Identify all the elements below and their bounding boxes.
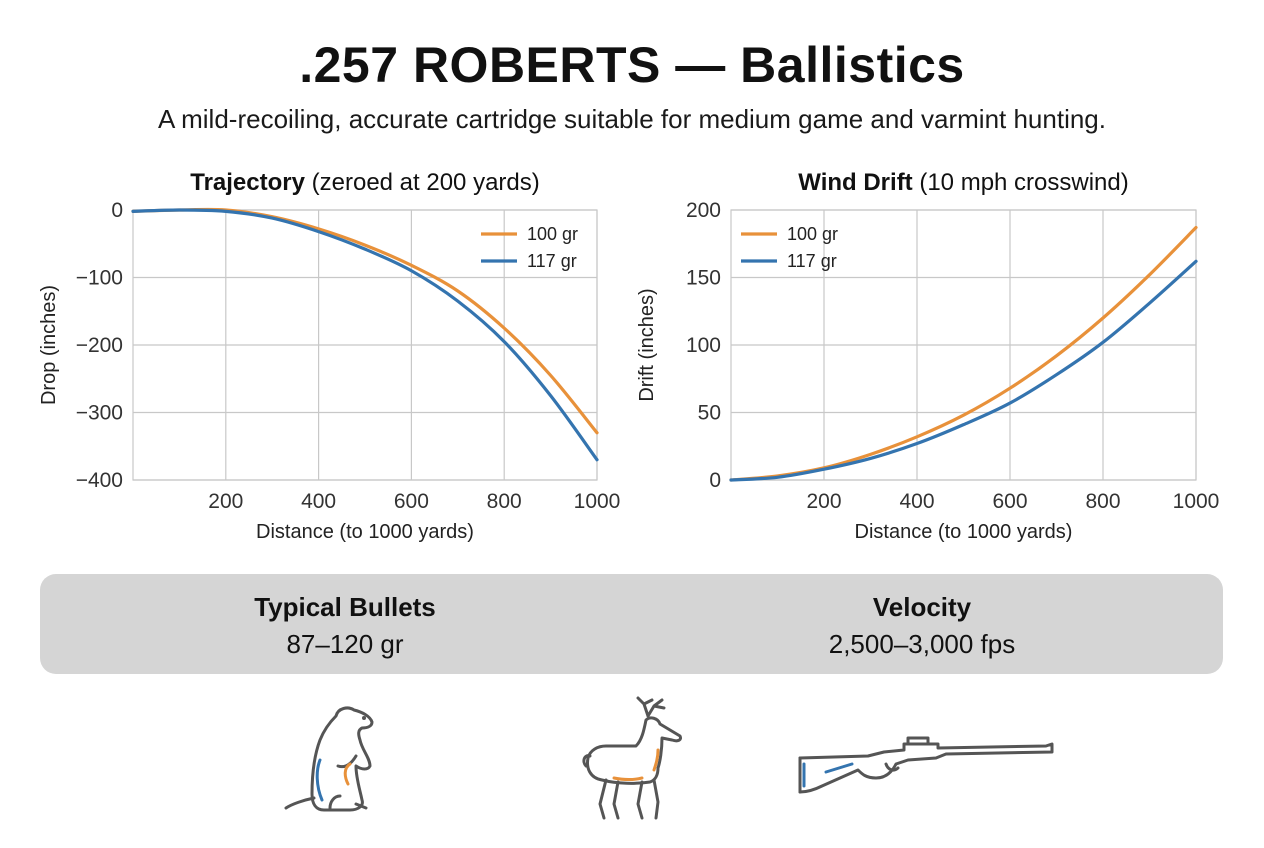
series-line-117-gr (131, 208, 599, 462)
velocity-block: Velocity 2,500–3,000 fps (722, 592, 1122, 660)
page-title: .257 ROBERTS — Ballistics (299, 37, 965, 93)
typical-bullets-label: Typical Bullets (254, 592, 436, 622)
legend-label: 100 gr (787, 224, 838, 244)
x-tick-label: 600 (992, 490, 1027, 513)
y-tick-label: 0 (709, 469, 721, 492)
y-tick-label: 0 (111, 199, 123, 222)
velocity-label: Velocity (872, 592, 972, 622)
rifle-icon (796, 734, 1056, 805)
chart-title-rest: (zeroed at 200 yards) (305, 169, 540, 196)
groundhog-icon (278, 700, 388, 821)
legend-label: 117 gr (787, 251, 837, 271)
trajectory-chart: Trajectory (zeroed at 200 yards) 200 400 60… (38, 169, 621, 543)
x-tick-label: 1000 (574, 490, 621, 513)
y-tick-label: 50 (698, 402, 721, 425)
y-tick-label: −200 (76, 334, 123, 357)
y-tick-label: −400 (76, 469, 123, 492)
info-bar: Typical Bullets 87–120 gr Velocity 2,500… (40, 574, 1223, 674)
page-subtitle: A mild-recoiling, accurate cartridge sui… (157, 104, 1106, 134)
typical-bullets-block: Typical Bullets 87–120 gr (145, 592, 545, 660)
y-tick-label: −300 (76, 402, 123, 425)
series-line-117-gr (729, 259, 1198, 482)
x-tick-label: 800 (1085, 490, 1120, 513)
chart-title-bold: Wind Drift (798, 169, 912, 196)
wind-drift-chart-panel: Wind Drift (10 mph crosswind) 200 400 600 80… (620, 160, 1260, 560)
x-tick-label: 600 (394, 490, 429, 513)
x-tick-label: 1000 (1173, 490, 1220, 513)
legend-label: 117 gr (527, 251, 577, 271)
x-axis-label: Distance (to 1000 yards) (256, 521, 474, 543)
y-tick-label: 200 (686, 199, 721, 222)
typical-bullets-value: 87–120 gr (286, 629, 404, 659)
wind-drift-chart: Wind Drift (10 mph crosswind) 200 400 600 80… (636, 169, 1220, 543)
x-tick-label: 200 (806, 490, 841, 513)
y-axis-label: Drop (inches) (38, 285, 60, 405)
y-axis-label: Drift (inches) (636, 288, 658, 401)
x-tick-label: 200 (208, 490, 243, 513)
plot-frame (132, 209, 598, 481)
deer-icon (578, 694, 688, 825)
chart-title-rest: (10 mph crosswind) (913, 169, 1129, 196)
legend-label: 100 gr (527, 224, 578, 244)
x-tick-label: 400 (899, 490, 934, 513)
plot-frame (730, 209, 1197, 481)
chart-title-bold: Trajectory (190, 169, 305, 196)
y-tick-label: 150 (686, 267, 721, 290)
chart-title: Wind Drift (10 mph crosswind) (798, 169, 1129, 196)
velocity-value: 2,500–3,000 fps (828, 629, 1016, 659)
x-axis-label: Distance (to 1000 yards) (855, 521, 1073, 543)
trajectory-chart-panel: Trajectory (zeroed at 200 yards) 200 400 60… (0, 160, 640, 560)
y-tick-label: −100 (76, 267, 123, 290)
x-tick-label: 800 (487, 490, 522, 513)
x-tick-label: 400 (301, 490, 336, 513)
chart-title: Trajectory (zeroed at 200 yards) (190, 169, 540, 196)
y-tick-label: 100 (686, 334, 721, 357)
